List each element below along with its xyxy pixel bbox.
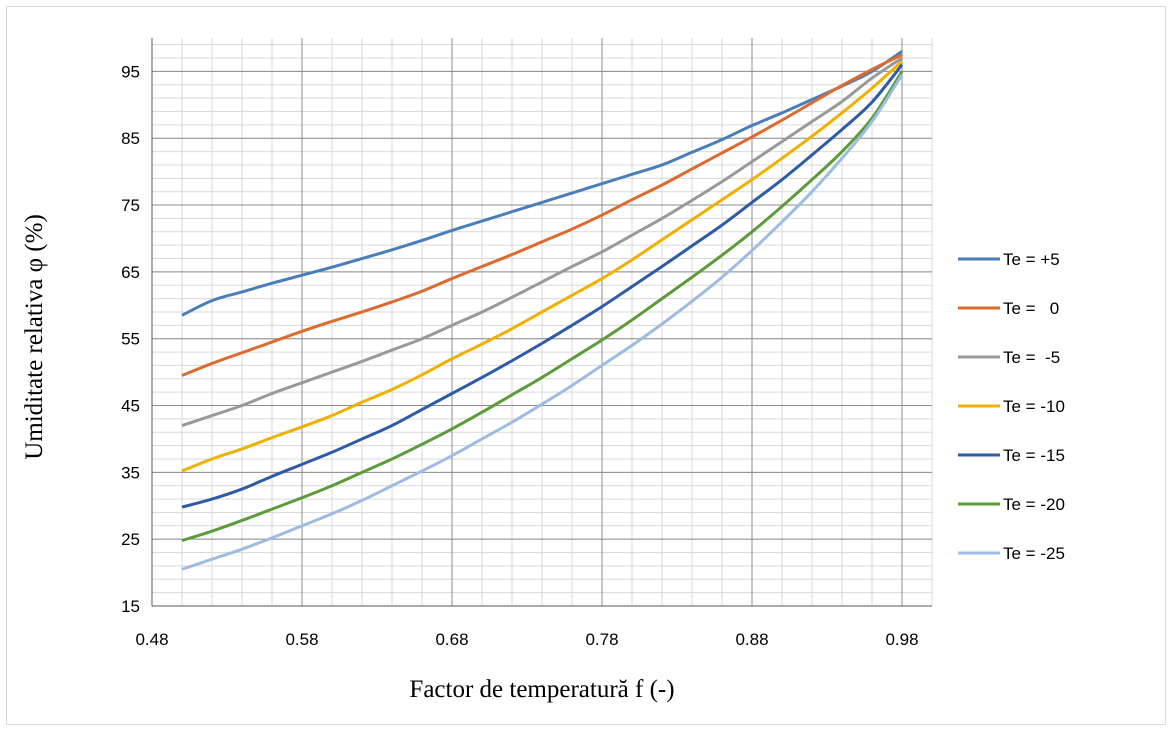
- series-lines: [181, 50, 904, 571]
- legend-label-5: Te = -15: [1003, 446, 1065, 465]
- legend-label-3: Te = -5: [1003, 348, 1060, 367]
- x-tick-label: 0.98: [885, 630, 918, 649]
- y-axis-title: Umiditate relativa φ (%): [21, 214, 48, 460]
- axes: [151, 38, 932, 607]
- series-line-5: [181, 63, 904, 509]
- series-line-4: [181, 60, 903, 473]
- y-tick-label: 65: [121, 263, 140, 282]
- series-line-6: [181, 70, 904, 542]
- y-tick-label: 55: [121, 330, 140, 349]
- series-line-1: [181, 50, 903, 317]
- x-axis-title: Factor de temperatură f (-): [409, 676, 674, 703]
- y-tick-label: 25: [121, 530, 140, 549]
- legend-label-2: Te = 0: [1003, 299, 1059, 318]
- x-tick-label: 0.48: [135, 630, 168, 649]
- x-tick-label: 0.88: [735, 630, 768, 649]
- series-line-2: [181, 53, 903, 377]
- y-tick-label: 75: [121, 196, 140, 215]
- legend-label-6: Te = -20: [1003, 495, 1065, 514]
- y-tick-label: 85: [121, 129, 140, 148]
- y-tick-label: 45: [121, 397, 140, 416]
- series-line-7: [181, 73, 904, 571]
- x-tick-label: 0.68: [435, 630, 468, 649]
- x-tick-label: 0.58: [285, 630, 318, 649]
- legend: Te = +5 Te = 0 Te = -5 Te = -10 Te = -15 Te =…: [958, 250, 1065, 563]
- legend-label-4: Te = -10: [1003, 397, 1065, 416]
- y-tick-label: 35: [121, 463, 140, 482]
- y-tick-label: 15: [121, 597, 140, 616]
- x-tick-label: 0.78: [585, 630, 618, 649]
- y-tick-label: 95: [121, 62, 140, 81]
- legend-label-7: Te = -25: [1003, 544, 1065, 563]
- minor-grid: [151, 38, 933, 607]
- tick-labels: 0.48 0.58 0.68 0.78 0.88 0.98 15 25 35 45 55 65 75 85…: [121, 62, 918, 649]
- legend-label-1: Te = +5: [1003, 250, 1060, 269]
- series-line-3: [181, 56, 903, 427]
